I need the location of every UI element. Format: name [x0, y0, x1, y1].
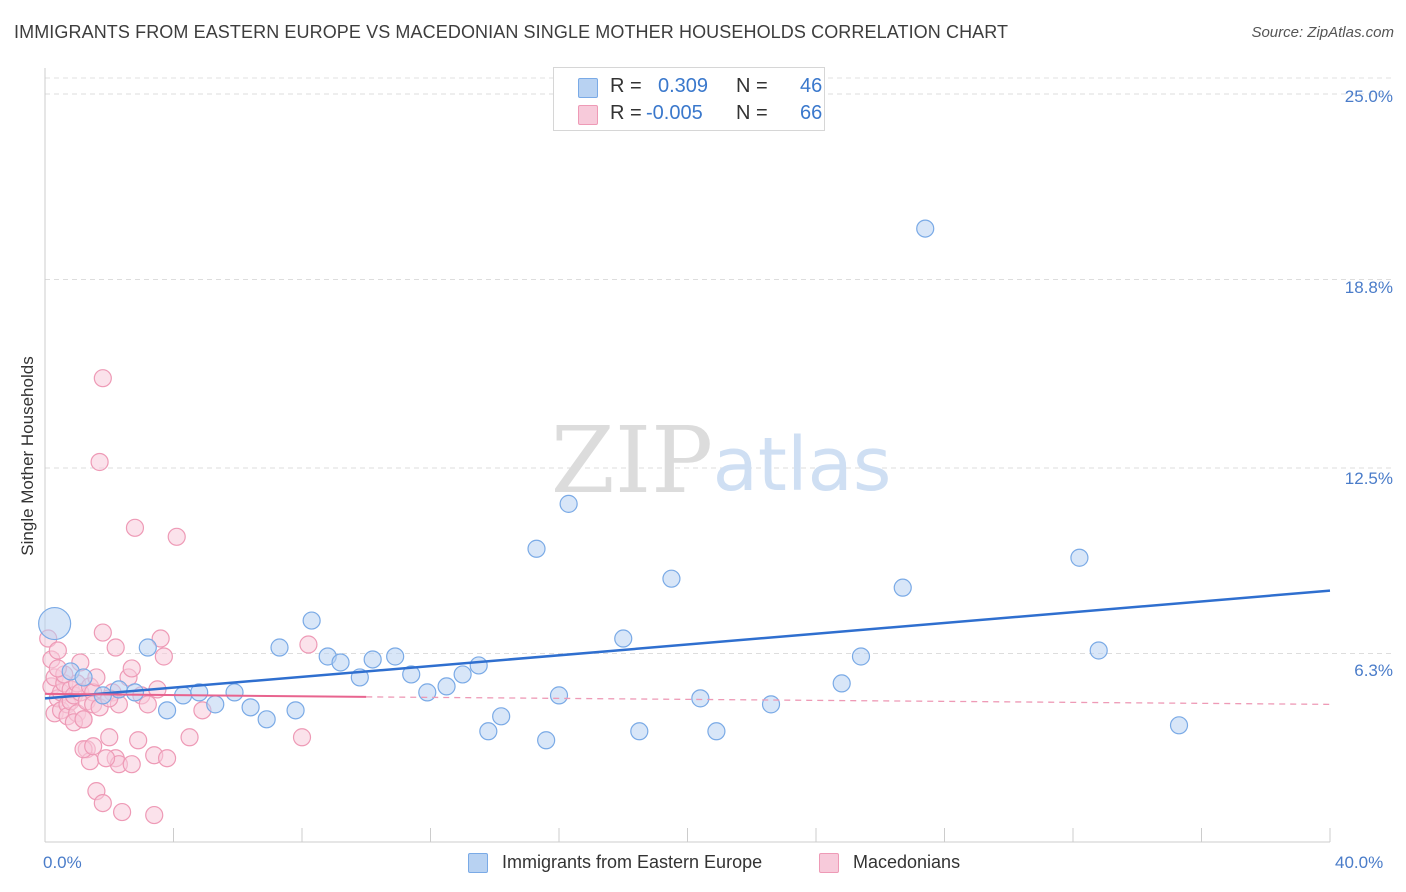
data-point: [90, 452, 109, 472]
data-point: [851, 647, 871, 666]
correlation-legend: R = 0.309 N = 46 R = -0.005 N = 66: [553, 67, 825, 131]
data-point: [157, 749, 177, 768]
data-point: [386, 647, 405, 666]
data-point: [662, 569, 681, 588]
data-point: [93, 369, 112, 388]
trend-lines: [44, 589, 1331, 706]
data-point: [190, 683, 209, 702]
data-point: [614, 629, 633, 648]
data-point: [129, 731, 148, 750]
data-point: [38, 606, 72, 641]
data-point: [469, 656, 488, 675]
data-point: [125, 518, 145, 537]
data-point: [122, 659, 141, 678]
legend-swatch-pink: [819, 853, 839, 873]
y-tick-label: 18.8%: [1344, 278, 1393, 297]
data-point: [402, 665, 421, 684]
data-point: [537, 731, 556, 750]
data-point: [74, 668, 93, 687]
data-point: [270, 638, 289, 657]
legend-n-label: N =: [736, 75, 768, 97]
legend-swatch-blue: [578, 78, 598, 98]
data-point: [761, 695, 781, 714]
series-macedonians: [39, 369, 318, 825]
data-point: [257, 710, 276, 729]
data-point: [151, 629, 170, 648]
data-point: [145, 805, 164, 825]
legend-n-value: 46: [800, 75, 823, 97]
data-point: [1089, 641, 1108, 660]
watermark: ZIP atlas: [551, 407, 892, 514]
data-point: [84, 737, 103, 756]
data-point: [302, 611, 321, 630]
data-point: [437, 677, 456, 696]
data-point: [48, 641, 67, 660]
data-point: [93, 794, 112, 813]
data-point: [157, 701, 177, 720]
data-point: [549, 686, 569, 705]
watermark-zip: ZIP: [551, 407, 713, 514]
data-point: [167, 527, 186, 546]
data-point: [74, 710, 93, 729]
legend-r-label: R =: [610, 102, 642, 124]
data-point: [492, 707, 511, 726]
data-point: [93, 623, 112, 642]
data-point: [630, 722, 649, 741]
data-point: [893, 578, 912, 597]
legend-r-label: R =: [610, 75, 642, 97]
data-point: [225, 683, 244, 702]
legend-r-value: 0.309: [658, 75, 709, 97]
x-tick-label-min: 0.0%: [43, 853, 82, 872]
source-label: Source: ZipAtlas.com: [1251, 24, 1394, 41]
legend-n-label: N =: [736, 102, 768, 124]
data-point: [106, 638, 125, 657]
trend-line-macedonians: [44, 692, 367, 698]
data-point: [206, 695, 225, 714]
data-point: [241, 698, 260, 717]
data-point: [453, 665, 472, 684]
legend-label: Immigrants from Eastern Europe: [502, 852, 763, 872]
chart-title: IMMIGRANTS FROM EASTERN EUROPE VS MACEDO…: [14, 22, 1009, 42]
watermark-atlas: atlas: [713, 422, 892, 508]
data-point: [479, 722, 498, 741]
y-tick-label: 12.5%: [1344, 469, 1393, 488]
data-point: [292, 728, 312, 747]
data-point: [100, 728, 119, 747]
data-point: [138, 695, 157, 714]
data-point: [96, 749, 116, 768]
data-point: [418, 683, 437, 702]
data-point: [112, 802, 132, 822]
data-point: [154, 647, 173, 666]
data-point: [363, 650, 382, 669]
axes: [44, 68, 1331, 843]
legend-swatch-blue: [468, 853, 488, 873]
legend-n-value: 66: [800, 102, 823, 124]
y-tick-label: 6.3%: [1354, 661, 1393, 680]
data-point: [691, 689, 710, 708]
y-tick-label: 25.0%: [1344, 87, 1393, 106]
data-point: [180, 728, 199, 747]
y-axis-label: Single Mother Households: [18, 356, 37, 556]
trend-line-macedonians-extension: [366, 696, 1331, 706]
data-point: [527, 539, 546, 558]
trend-line-immigrants: [44, 589, 1331, 700]
legend-r-value: -0.005: [646, 102, 703, 124]
data-point: [286, 701, 305, 720]
legend-label: Macedonians: [853, 852, 961, 872]
data-point: [299, 635, 318, 654]
x-tick-label-max: 40.0%: [1335, 853, 1384, 872]
grid-lines: [45, 77, 1392, 654]
data-point: [1169, 716, 1189, 735]
data-point: [331, 653, 350, 672]
data-point: [138, 638, 157, 657]
data-point: [1070, 548, 1089, 567]
data-point: [707, 722, 726, 741]
data-point: [916, 219, 935, 238]
legend-swatch-pink: [578, 105, 598, 125]
data-point: [122, 755, 141, 774]
data-point: [832, 674, 851, 693]
data-point: [559, 494, 578, 513]
series-immigrants-eastern-europe: [38, 219, 1189, 750]
